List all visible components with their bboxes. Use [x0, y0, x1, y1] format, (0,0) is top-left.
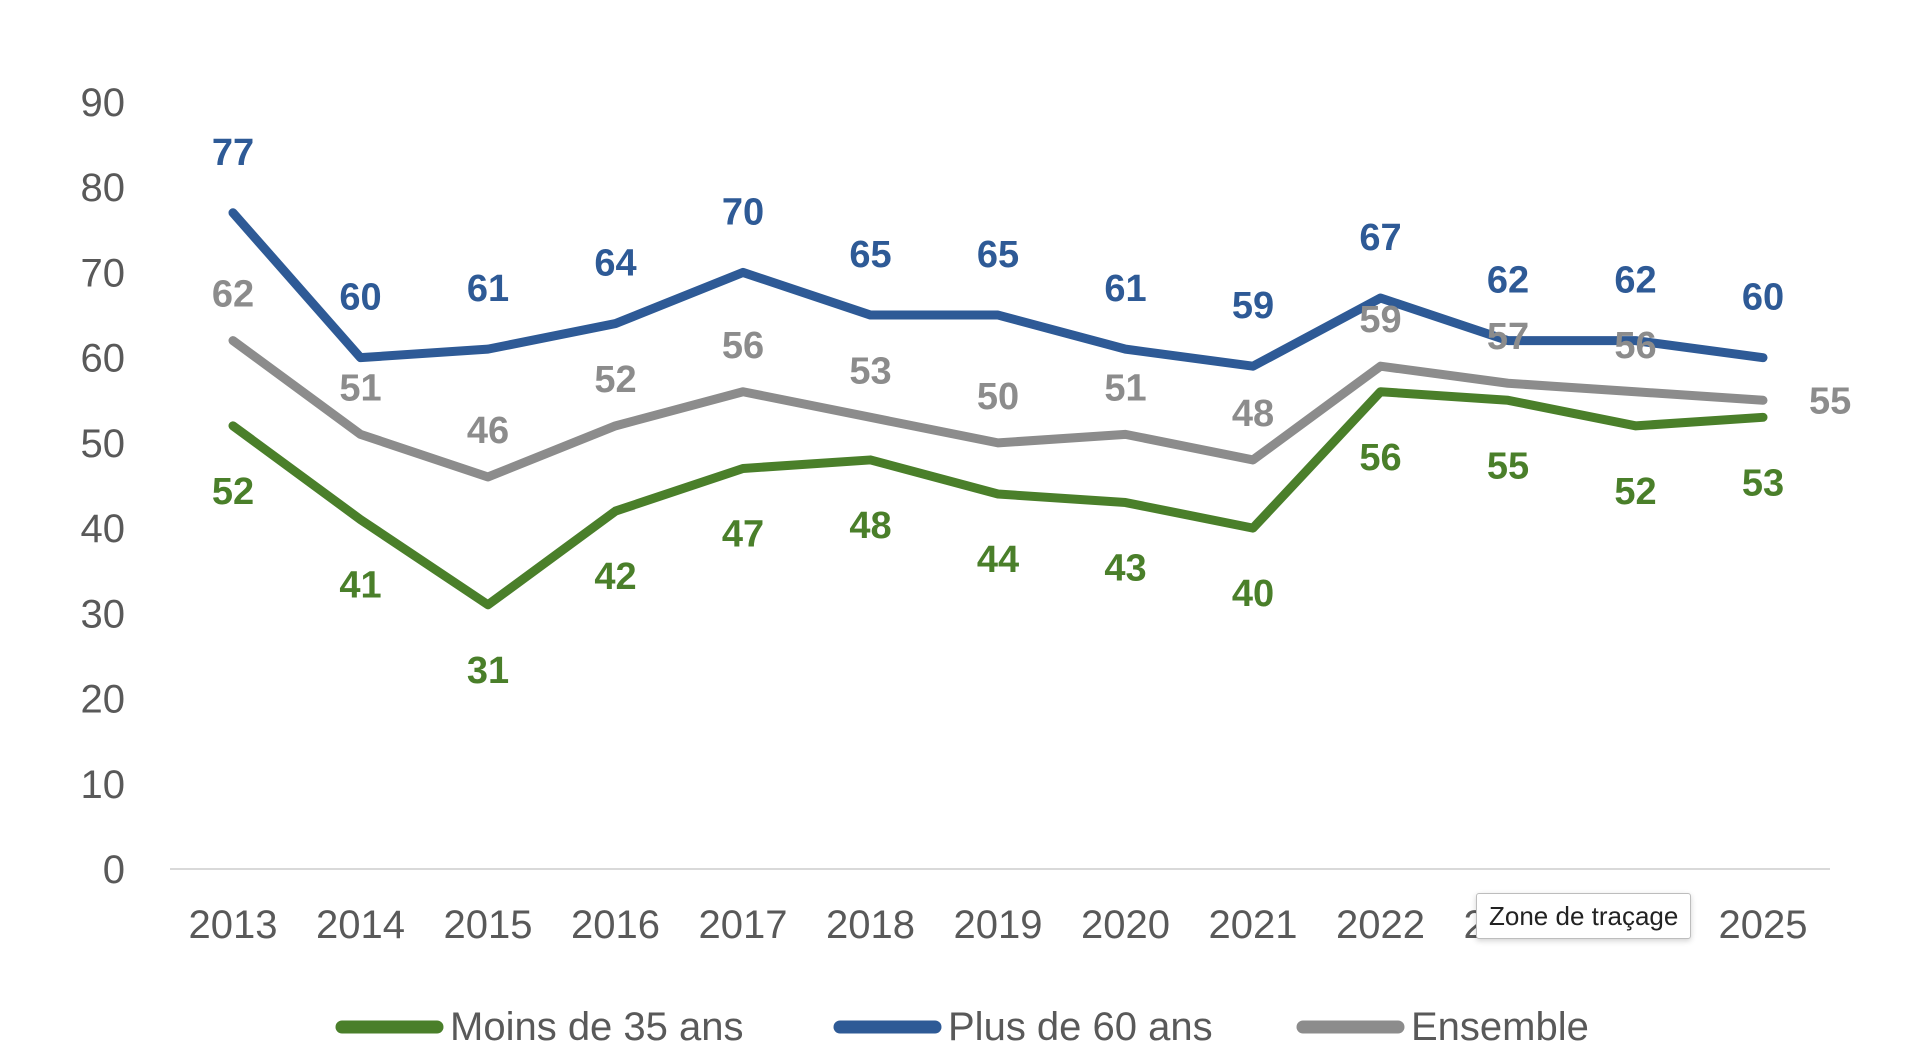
data-label-series-0: 55	[1487, 445, 1529, 487]
y-tick-label: 10	[81, 763, 126, 807]
y-tick-label: 50	[81, 422, 126, 466]
data-label-series-0: 56	[1359, 437, 1401, 479]
legend-label: Plus de 60 ans	[948, 1005, 1213, 1049]
data-label-series-1: 70	[722, 191, 764, 233]
legend-item[interactable]: Moins de 35 ans	[335, 1005, 744, 1049]
y-tick-label: 90	[81, 81, 126, 125]
x-tick-label: 2022	[1336, 903, 1425, 947]
y-axis: 0 10 20 30 40 50 60 70 80 90	[81, 81, 126, 892]
series-line-1[interactable]	[228, 208, 1768, 371]
data-label-series-1: 62	[1487, 260, 1529, 302]
data-label-series-2: 51	[1104, 367, 1146, 409]
y-tick-label: 70	[81, 251, 126, 295]
data-label-series-1: 65	[977, 234, 1019, 276]
data-label-series-1: 60	[339, 277, 381, 319]
y-tick-label: 20	[81, 678, 126, 722]
data-label-series-0: 48	[849, 505, 891, 547]
x-tick-label: 2013	[189, 903, 278, 947]
x-tick-label: 2015	[444, 903, 533, 947]
x-tick-label: 2014	[316, 903, 405, 947]
legend-item[interactable]: Plus de 60 ans	[833, 1005, 1213, 1049]
data-label-series-0: 44	[977, 539, 1019, 581]
data-label-series-1: 59	[1232, 285, 1274, 327]
data-label-series-2: 56	[722, 325, 764, 367]
x-tick-label: 2020	[1081, 903, 1170, 947]
x-tick-label: 2019	[954, 903, 1043, 947]
data-label-series-1: 61	[467, 268, 509, 310]
series-line-2[interactable]	[228, 336, 1768, 482]
x-tick-label: 2021	[1209, 903, 1298, 947]
data-label-series-0: 52	[212, 471, 254, 513]
x-tick-label: 2016	[571, 903, 660, 947]
plot-area[interactable]	[228, 208, 1768, 610]
legend-label: Ensemble	[1411, 1005, 1589, 1049]
data-label-series-2: 56	[1614, 325, 1656, 367]
y-tick-label: 0	[103, 848, 125, 892]
data-labels: 52 41 31 42 47 48 44 43 40 56 55 52 53 77 60 61 64 70 65 65…	[212, 132, 1851, 692]
data-label-series-0: 43	[1104, 548, 1146, 590]
data-label-series-1: 65	[849, 234, 891, 276]
y-tick-label: 60	[81, 337, 126, 381]
y-tick-label: 30	[81, 592, 126, 636]
data-label-series-0: 31	[467, 650, 509, 692]
plot-area-tooltip: Zone de traçage	[1476, 893, 1692, 939]
data-label-series-1: 62	[1614, 260, 1656, 302]
data-label-series-1: 77	[212, 132, 254, 174]
legend[interactable]: Moins de 35 ans Plus de 60 ans Ensemble	[335, 1005, 1589, 1049]
data-label-series-1: 64	[594, 243, 636, 285]
series-line-0[interactable]	[228, 387, 1768, 610]
legend-item[interactable]: Ensemble	[1296, 1005, 1589, 1049]
data-label-series-2: 48	[1232, 393, 1274, 435]
data-label-series-1: 61	[1104, 268, 1146, 310]
data-label-series-1: 60	[1742, 277, 1784, 319]
x-tick-label: 2017	[699, 903, 788, 947]
data-label-series-0: 41	[339, 565, 381, 607]
y-tick-label: 40	[81, 507, 126, 551]
data-label-series-2: 53	[849, 350, 891, 392]
data-label-series-2: 57	[1487, 316, 1529, 358]
data-label-series-2: 46	[467, 410, 509, 452]
legend-label: Moins de 35 ans	[450, 1005, 744, 1049]
data-label-series-2: 52	[594, 359, 636, 401]
data-label-series-0: 47	[722, 513, 764, 555]
data-label-series-2: 51	[339, 367, 381, 409]
data-label-series-2: 50	[977, 376, 1019, 418]
data-label-series-0: 42	[594, 556, 636, 598]
data-label-series-0: 53	[1742, 462, 1784, 504]
y-tick-label: 80	[81, 166, 126, 210]
data-label-series-0: 52	[1614, 471, 1656, 513]
x-tick-label: 2018	[826, 903, 915, 947]
data-label-series-0: 40	[1232, 573, 1274, 615]
data-label-series-2: 62	[212, 274, 254, 316]
data-label-series-2: 55	[1809, 380, 1851, 422]
data-label-series-2: 59	[1359, 299, 1401, 341]
data-label-series-1: 67	[1359, 217, 1401, 259]
x-tick-label: 2025	[1719, 903, 1808, 947]
